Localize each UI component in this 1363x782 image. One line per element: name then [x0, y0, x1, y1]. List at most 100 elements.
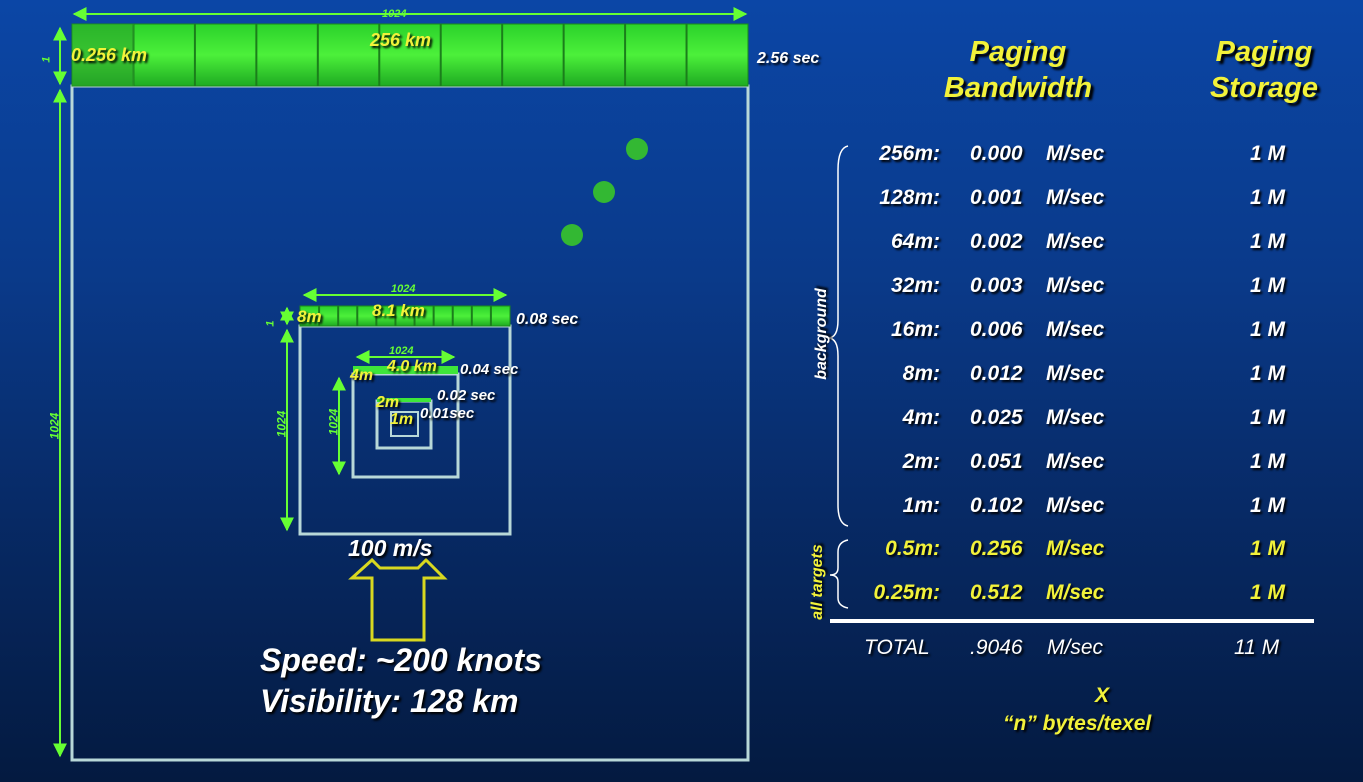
row-storage: 1 M — [1250, 142, 1286, 165]
row-storage: 1 M — [1250, 406, 1286, 429]
row-storage: 1 M — [1250, 581, 1286, 604]
row-storage: 1 M — [1250, 318, 1286, 341]
row-unit: M/sec — [1046, 186, 1105, 209]
l4-time-label: 0.04 sec — [460, 361, 519, 378]
table-row: 16m: 0.006 M/sec 1 M — [850, 318, 1310, 346]
row-bandwidth: 0.000 — [970, 142, 1023, 165]
outer-strip-tiles — [132, 24, 688, 86]
storage-heading-line2: Storage — [1210, 72, 1318, 104]
row-unit: M/sec — [1046, 581, 1105, 604]
bandwidth-heading: Paging Bandwidth — [918, 34, 1118, 106]
l2-time-label: 0.02 sec — [437, 387, 496, 404]
row-bandwidth: 0.025 — [970, 406, 1023, 429]
row-resolution: 8m: — [902, 362, 940, 385]
outer-first-tile — [72, 24, 134, 86]
row-storage: 1 M — [1250, 274, 1286, 297]
level-4m — [332, 350, 460, 479]
row-storage: 1 M — [1250, 186, 1286, 209]
l8-height-label: 1024 — [274, 410, 289, 438]
trajectory-dot — [593, 181, 615, 203]
total-storage: 11 M — [1234, 636, 1280, 659]
table-row: 32m: 0.003 M/sec 1 M — [850, 274, 1310, 302]
row-unit: M/sec — [1046, 142, 1105, 165]
row-bandwidth: 0.102 — [970, 494, 1023, 517]
storage-heading-line1: Paging — [1215, 36, 1313, 68]
outer-strip-label: 1 — [40, 56, 53, 63]
l4-strip — [353, 366, 458, 374]
total-unit: M/sec — [1047, 636, 1104, 659]
visibility-label: Visibility: 128 km — [260, 683, 519, 719]
row-storage: 1 M — [1250, 494, 1286, 517]
l8-time-label: 0.08 sec — [516, 311, 579, 328]
targets-group-label: all targets — [809, 544, 826, 620]
table-row: 8m: 0.012 M/sec 1 M — [850, 362, 1310, 390]
l2-texel-label: 2m — [376, 394, 400, 411]
direction-arrow — [348, 557, 448, 642]
l4-texel-label: 4m — [350, 367, 374, 384]
l8-texel-label: 8m — [297, 307, 322, 326]
l1-time-label: 0.01sec — [420, 405, 475, 422]
table-row: 64m: 0.002 M/sec 1 M — [850, 230, 1310, 258]
l1-frame — [390, 411, 419, 437]
bandwidth-heading-line2: Bandwidth — [943, 72, 1093, 104]
speed-label: Speed: ~200 knots — [260, 642, 542, 678]
trajectory-dot — [561, 224, 583, 246]
l8-span-label: 8.1 km — [372, 301, 425, 320]
background-brace — [827, 145, 849, 527]
storage-heading: Paging Storage — [1184, 34, 1344, 106]
table-row: 0.5m: 0.256 M/sec 1 M — [850, 537, 1310, 565]
level-256m — [53, 7, 750, 762]
row-storage: 1 M — [1250, 450, 1286, 473]
trajectory-dots — [561, 138, 648, 246]
row-bandwidth: 0.003 — [970, 274, 1023, 297]
row-bandwidth: 0.006 — [970, 318, 1023, 341]
row-resolution: 128m: — [879, 186, 940, 209]
outer-width-label: 1024 — [382, 8, 407, 20]
bandwidth-heading-line1: Paging — [969, 36, 1067, 68]
footnote-bytes: “n” bytes/texel — [1003, 712, 1152, 735]
row-storage: 1 M — [1250, 362, 1286, 385]
table-row: 1m: 0.102 M/sec 1 M — [850, 494, 1310, 522]
row-storage: 1 M — [1250, 537, 1286, 560]
table-row: 128m: 0.001 M/sec 1 M — [850, 186, 1310, 214]
l4-span-label: 4.0 km — [387, 358, 437, 375]
level-8m — [280, 288, 512, 536]
row-resolution: 32m: — [890, 274, 940, 297]
table-row: 2m: 0.051 M/sec 1 M — [850, 450, 1310, 478]
row-resolution: 2m: — [902, 450, 940, 473]
l8-strip-label: 1 — [264, 320, 277, 327]
row-resolution: 0.5m: — [885, 537, 940, 560]
row-unit: M/sec — [1046, 494, 1105, 517]
row-bandwidth: 0.012 — [970, 362, 1023, 385]
row-resolution: 1m: — [902, 494, 940, 517]
total-row: TOTAL .9046 M/sec 11 M — [850, 636, 1310, 664]
l1-texel-label: 1m — [390, 411, 414, 428]
row-resolution: 0.25m: — [873, 581, 940, 604]
table-row: 0.25m: 0.512 M/sec 1 M — [850, 581, 1310, 609]
row-bandwidth: 0.051 — [970, 450, 1023, 473]
row-unit: M/sec — [1046, 406, 1105, 429]
footnote-x: X — [1095, 684, 1110, 707]
row-unit: M/sec — [1046, 274, 1105, 297]
total-label: TOTAL — [864, 636, 930, 659]
outer-texel-label: 0.256 km — [71, 45, 148, 65]
row-resolution: 4m: — [902, 406, 940, 429]
targets-brace — [829, 539, 849, 609]
velocity-label: 100 m/s — [348, 535, 433, 561]
row-bandwidth: 0.001 — [970, 186, 1023, 209]
l4-width-label: 1024 — [389, 345, 414, 357]
row-bandwidth: 0.512 — [970, 581, 1023, 604]
l8-strip-tiles — [318, 306, 492, 326]
row-unit: M/sec — [1046, 362, 1105, 385]
l8-strip — [299, 305, 511, 327]
l4-height-label: 1024 — [326, 408, 341, 436]
row-unit: M/sec — [1046, 537, 1105, 560]
row-unit: M/sec — [1046, 450, 1105, 473]
row-bandwidth: 0.002 — [970, 230, 1023, 253]
table-row: 256m: 0.000 M/sec 1 M — [850, 142, 1310, 170]
row-unit: M/sec — [1046, 318, 1105, 341]
l2-strip — [377, 398, 431, 402]
row-resolution: 16m: — [890, 318, 940, 341]
total-bandwidth: .9046 — [970, 636, 1023, 659]
